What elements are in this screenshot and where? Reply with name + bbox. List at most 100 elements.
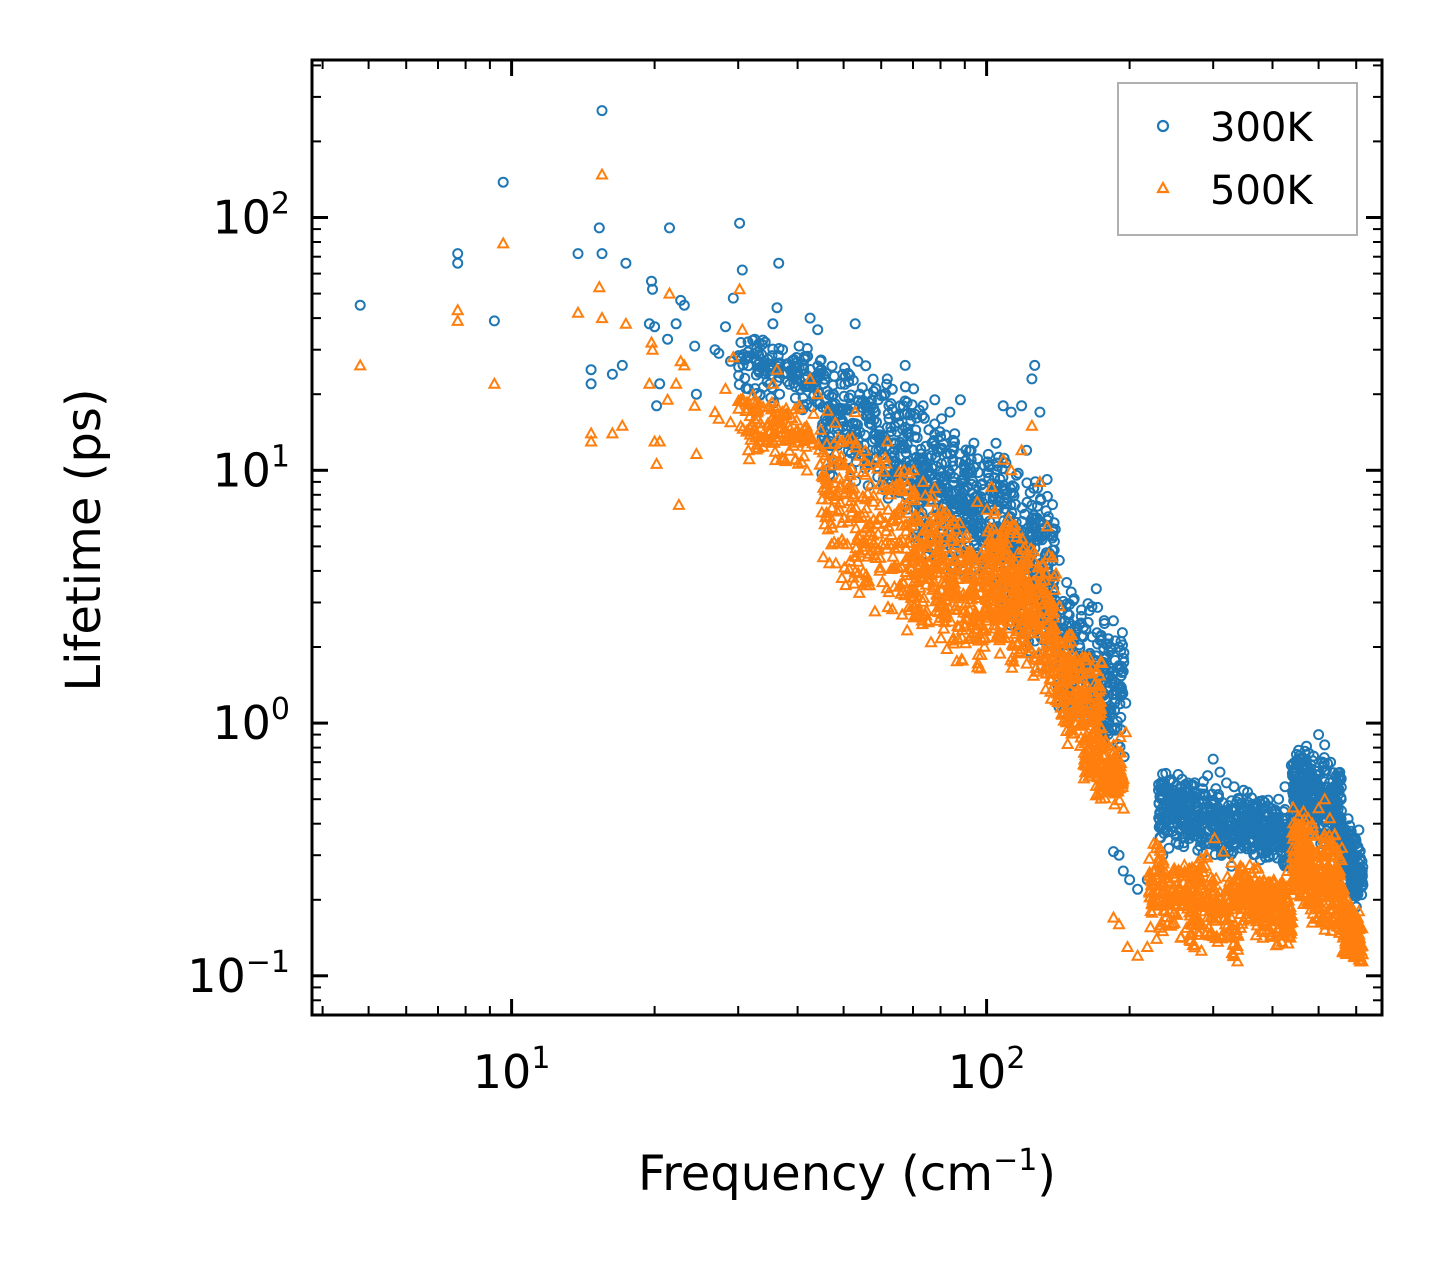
data-point-300k: [1012, 467, 1024, 479]
data-point-500k: [835, 570, 849, 583]
data-point-500k: [857, 575, 872, 588]
data-point-500k: [1200, 877, 1214, 890]
data-point-300k: [929, 418, 941, 430]
data-point-500k: [1024, 541, 1038, 554]
data-point-500k: [956, 562, 971, 575]
data-point-500k: [1164, 918, 1178, 931]
data-point-500k: [942, 524, 957, 537]
data-point-500k: [900, 623, 914, 636]
data-point-300k: [793, 340, 805, 352]
data-point-500k: [1027, 544, 1041, 557]
data-point-300k: [1208, 813, 1220, 825]
data-point-500k: [908, 511, 922, 524]
data-point-300k: [720, 321, 731, 333]
data-point-500k: [1299, 841, 1313, 854]
data-point-500k: [751, 411, 765, 424]
data-point-500k: [1086, 713, 1100, 726]
data-point-300k: [791, 352, 802, 363]
data-point-500k: [836, 536, 850, 549]
data-point-500k: [918, 488, 932, 501]
data-point-500k: [1089, 788, 1103, 801]
data-point-500k: [1264, 925, 1278, 938]
data-point-500k: [1193, 893, 1207, 906]
data-point-300k: [1170, 829, 1182, 841]
data-point-300k: [1256, 803, 1268, 815]
data-point-500k: [804, 430, 819, 443]
data-point-500k: [789, 452, 803, 465]
data-point-300k: [606, 368, 618, 380]
data-point-300k: [900, 456, 912, 468]
data-point-500k: [1000, 604, 1014, 617]
data-point-300k: [1175, 783, 1186, 795]
data-point-500k: [1088, 702, 1102, 715]
data-point-500k: [1049, 693, 1063, 706]
data-point-500k: [800, 463, 814, 476]
data-point-300k: [936, 458, 947, 470]
data-point-300k: [1191, 821, 1203, 833]
data-point-300k: [1302, 766, 1314, 778]
data-point-500k: [1016, 542, 1030, 555]
data-point-500k: [1184, 903, 1198, 916]
data-point-300k: [738, 349, 749, 360]
data-point-500k: [1281, 936, 1295, 949]
data-point-500k: [896, 584, 910, 597]
data-point-300k: [936, 413, 948, 425]
data-point-500k: [880, 541, 894, 554]
data-point-300k: [1189, 798, 1201, 810]
data-point-300k: [816, 421, 828, 433]
data-point-300k: [1251, 823, 1262, 835]
data-point-500k: [1102, 783, 1117, 796]
data-point-500k: [858, 443, 872, 456]
data-point-300k: [654, 378, 666, 390]
data-point-500k: [1171, 864, 1185, 877]
data-point-300k: [1114, 741, 1126, 753]
data-point-300k: [1214, 766, 1226, 778]
data-point-500k: [1222, 924, 1237, 937]
data-point-500k: [1001, 511, 1016, 524]
data-point-500k: [913, 609, 927, 622]
data-point-500k: [925, 489, 940, 502]
data-point-500k: [937, 615, 952, 628]
data-point-500k: [863, 516, 877, 529]
data-point-500k: [780, 433, 795, 446]
data-point-500k: [913, 580, 927, 593]
data-point-300k: [786, 371, 798, 383]
data-point-300k: [1047, 499, 1058, 511]
data-point-500k: [1286, 800, 1300, 813]
data-point-500k: [1087, 676, 1102, 689]
data-point-300k: [890, 411, 902, 423]
data-point-300k: [1357, 879, 1368, 891]
data-point-500k: [1081, 758, 1096, 771]
data-point-500k: [1026, 574, 1040, 587]
data-point-500k: [846, 570, 860, 583]
data-point-500k: [1158, 904, 1172, 917]
data-point-300k: [839, 362, 851, 374]
data-point-500k: [845, 482, 859, 495]
data-point-500k: [1084, 665, 1099, 678]
data-point-500k: [1054, 665, 1068, 678]
data-point-300k: [1352, 888, 1364, 900]
data-point-500k: [742, 452, 756, 465]
data-point-500k: [1149, 841, 1163, 854]
data-point-300k: [774, 388, 786, 400]
data-point-300k: [1082, 617, 1094, 628]
data-point-500k: [1203, 902, 1218, 915]
data-point-500k: [891, 506, 905, 519]
data-point-300k: [1092, 638, 1103, 650]
data-point-500k: [1050, 636, 1065, 649]
data-point-300k: [1330, 796, 1342, 808]
data-point-300k: [1236, 824, 1248, 836]
data-point-500k: [980, 535, 995, 548]
data-point-500k: [1231, 942, 1245, 955]
data-point-300k: [1061, 598, 1073, 610]
data-point-300k: [1308, 750, 1320, 762]
data-point-300k: [881, 373, 893, 385]
data-point-500k: [1247, 907, 1261, 920]
data-point-300k: [865, 419, 877, 430]
data-point-500k: [1068, 715, 1082, 728]
data-point-500k: [907, 598, 921, 611]
data-point-300k: [773, 257, 785, 269]
data-point-300k: [1212, 791, 1224, 803]
data-point-300k: [1170, 836, 1182, 848]
